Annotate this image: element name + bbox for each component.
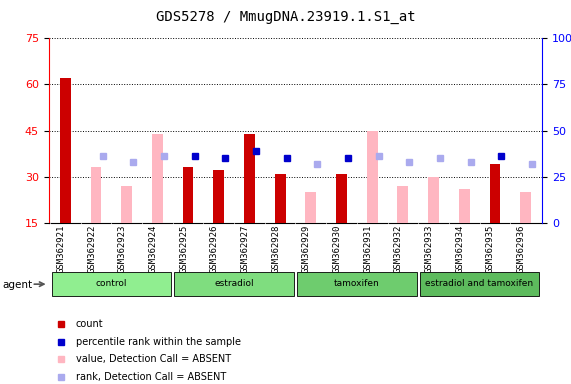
Text: count: count	[76, 319, 103, 329]
Bar	[183, 167, 194, 223]
Text: GSM362925: GSM362925	[179, 225, 188, 273]
Text: control: control	[96, 279, 127, 288]
Bar	[275, 174, 286, 223]
Text: GSM362923: GSM362923	[118, 225, 127, 273]
Bar	[122, 186, 132, 223]
Bar	[336, 174, 347, 223]
Bar	[367, 131, 377, 223]
Bar	[152, 134, 163, 223]
Bar	[244, 134, 255, 223]
Text: GSM362929: GSM362929	[302, 225, 311, 273]
Bar	[305, 192, 316, 223]
Text: GSM362932: GSM362932	[394, 225, 403, 273]
Text: GSM362928: GSM362928	[271, 225, 280, 273]
Text: GSM362930: GSM362930	[332, 225, 341, 273]
Bar	[520, 192, 531, 223]
Text: percentile rank within the sample: percentile rank within the sample	[76, 337, 241, 347]
FancyBboxPatch shape	[174, 272, 294, 296]
Bar	[214, 170, 224, 223]
Text: value, Detection Call = ABSENT: value, Detection Call = ABSENT	[76, 354, 231, 364]
Text: GSM362927: GSM362927	[240, 225, 250, 273]
Bar	[91, 167, 102, 223]
Text: GSM362921: GSM362921	[57, 225, 66, 273]
Text: estradiol and tamoxifen: estradiol and tamoxifen	[425, 279, 534, 288]
Bar	[428, 177, 439, 223]
Text: GSM362935: GSM362935	[486, 225, 495, 273]
Text: rank, Detection Call = ABSENT: rank, Detection Call = ABSENT	[76, 372, 226, 382]
FancyBboxPatch shape	[51, 272, 171, 296]
FancyBboxPatch shape	[420, 272, 540, 296]
Text: GSM362934: GSM362934	[455, 225, 464, 273]
Text: GSM362936: GSM362936	[517, 225, 525, 273]
Text: estradiol: estradiol	[214, 279, 254, 288]
Text: GSM362926: GSM362926	[210, 225, 219, 273]
Bar	[60, 78, 71, 223]
Text: agent: agent	[3, 280, 33, 290]
Bar	[397, 186, 408, 223]
Text: GDS5278 / MmugDNA.23919.1.S1_at: GDS5278 / MmugDNA.23919.1.S1_at	[156, 10, 415, 23]
FancyBboxPatch shape	[297, 272, 417, 296]
Text: GSM362931: GSM362931	[363, 225, 372, 273]
Text: tamoxifen: tamoxifen	[334, 279, 380, 288]
Text: GSM362922: GSM362922	[87, 225, 96, 273]
Text: GSM362933: GSM362933	[425, 225, 433, 273]
Text: GSM362924: GSM362924	[148, 225, 158, 273]
Bar	[489, 164, 500, 223]
Bar	[459, 189, 469, 223]
